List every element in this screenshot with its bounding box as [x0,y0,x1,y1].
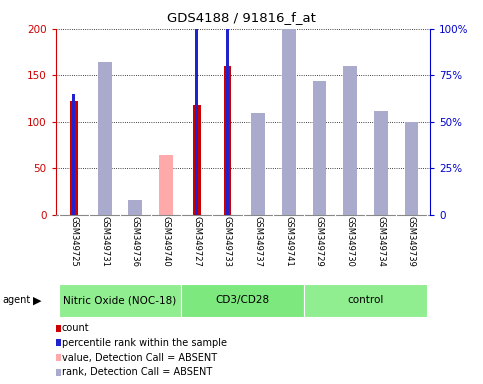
Bar [343,66,357,215]
Bar [343,128,357,215]
Text: rank, Detection Call = ABSENT: rank, Detection Call = ABSENT [62,367,212,377]
Text: ▶: ▶ [33,295,42,305]
Bar [251,171,265,215]
Bar [226,0,229,215]
Text: GSM349740: GSM349740 [161,217,170,267]
Text: count: count [62,323,89,333]
Bar [224,66,231,215]
Text: GSM349739: GSM349739 [407,217,416,267]
Bar [193,105,200,215]
Bar [58,284,181,317]
Bar [304,284,427,317]
Text: Nitric Oxide (NOC-18): Nitric Oxide (NOC-18) [63,295,177,306]
Text: agent: agent [2,295,30,305]
Bar [128,203,142,215]
Text: GSM349737: GSM349737 [254,217,263,267]
Text: GSM349734: GSM349734 [376,217,385,267]
Bar [313,81,327,215]
Text: control: control [347,295,384,306]
Text: GDS4188 / 91816_f_at: GDS4188 / 91816_f_at [167,12,316,25]
Bar [70,101,78,215]
Text: GSM349731: GSM349731 [100,217,109,267]
Bar [374,111,388,215]
Bar [195,18,198,215]
Bar [405,122,418,215]
Bar [181,284,304,317]
Bar [374,169,388,215]
Text: percentile rank within the sample: percentile rank within the sample [62,338,227,348]
Bar [251,113,265,215]
Text: CD3/CD28: CD3/CD28 [215,295,270,306]
Text: GSM349727: GSM349727 [192,217,201,267]
Bar [313,112,327,215]
Text: GSM349733: GSM349733 [223,217,232,267]
Text: GSM349725: GSM349725 [70,217,78,267]
Bar [72,94,75,215]
Bar [159,154,173,215]
Bar [98,127,112,215]
Bar [98,62,112,215]
Bar [405,144,418,215]
Text: value, Detection Call = ABSENT: value, Detection Call = ABSENT [62,353,217,362]
Text: GSM349741: GSM349741 [284,217,293,267]
Text: GSM349729: GSM349729 [315,217,324,267]
Text: GSM349730: GSM349730 [346,217,355,267]
Bar [282,86,296,215]
Bar [282,20,296,215]
Text: GSM349736: GSM349736 [131,217,140,267]
Bar [128,200,142,215]
